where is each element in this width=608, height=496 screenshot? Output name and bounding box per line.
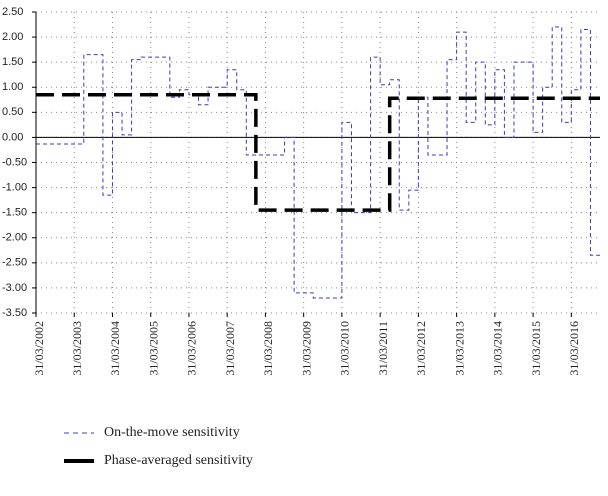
x-tick-label: 31/03/2011 — [376, 321, 390, 375]
y-tick-label: 0.50 — [2, 106, 23, 118]
legend-label: On-the-move sensitivity — [104, 425, 240, 440]
x-tick-label: 31/03/2013 — [452, 321, 466, 376]
y-tick-label: -3.50 — [2, 307, 27, 319]
x-tick-label: 31/03/2016 — [567, 321, 581, 376]
x-tick-label: 31/03/2009 — [299, 321, 313, 376]
x-tick-label: 31/03/2004 — [108, 321, 122, 376]
legend-label: Phase-averaged sensitivity — [104, 453, 253, 468]
y-tick-label: -2.50 — [2, 257, 27, 269]
y-tick-label: -2.00 — [2, 232, 27, 244]
y-tick-label: 1.50 — [2, 56, 23, 68]
y-tick-label: 2.00 — [2, 31, 23, 43]
x-tick-label: 31/03/2006 — [185, 321, 199, 376]
x-tick-label: 31/03/2003 — [70, 321, 84, 376]
y-tick-label: 0.00 — [2, 131, 23, 143]
y-tick-label: 2.50 — [2, 6, 23, 18]
x-tick-label: 31/03/2005 — [146, 321, 160, 376]
x-tick-label: 31/03/2010 — [338, 321, 352, 376]
x-tick-label: 31/03/2014 — [491, 321, 505, 376]
step-line — [36, 26, 600, 299]
step-line — [36, 93, 600, 212]
x-tick-label: 31/03/2008 — [261, 321, 275, 376]
y-tick-label: -0.50 — [2, 156, 27, 168]
x-tick-label: 31/03/2007 — [223, 321, 237, 376]
x-tick-label: 31/03/2002 — [32, 321, 46, 376]
x-tick-label: 31/03/2015 — [529, 321, 543, 376]
x-tick-label: 31/03/2012 — [414, 321, 428, 376]
y-tick-label: -3.00 — [2, 282, 27, 294]
y-tick-label: -1.50 — [2, 207, 27, 219]
y-tick-label: 1.00 — [2, 81, 23, 93]
y-tick-label: -1.00 — [2, 181, 27, 193]
